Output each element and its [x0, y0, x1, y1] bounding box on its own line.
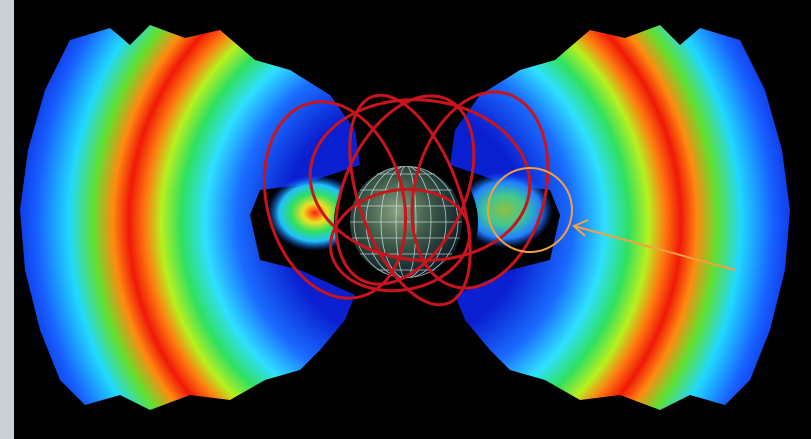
side-strip — [0, 0, 14, 439]
page — [0, 0, 811, 439]
radiation-belt-image — [0, 0, 811, 439]
